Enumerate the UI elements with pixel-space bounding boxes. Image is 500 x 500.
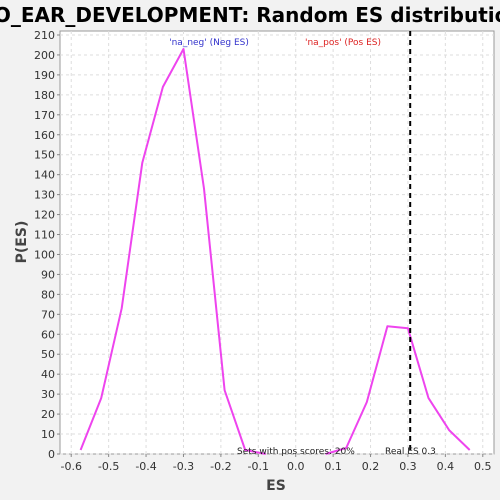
y-tick-label: 140 [34, 169, 55, 182]
y-axis-label: P(ES) [14, 221, 30, 264]
x-tick-label: -0.1 [248, 460, 269, 473]
x-tick-label: 0.3 [399, 460, 417, 473]
y-tick-label: 60 [41, 328, 55, 341]
y-tick-label: 90 [41, 268, 55, 281]
y-tick-label: 20 [41, 408, 55, 421]
y-tick-label: 170 [34, 109, 55, 122]
legend-neg-es: 'na_neg' (Neg ES) [169, 38, 249, 48]
x-tick-label: -0.2 [210, 460, 231, 473]
x-tick-label: -0.3 [173, 460, 194, 473]
x-tick-label: -0.4 [135, 460, 156, 473]
plot-area [59, 30, 495, 455]
y-tick-label: 40 [41, 368, 55, 381]
x-tick-label: 0.0 [287, 460, 305, 473]
grid [60, 31, 494, 455]
x-tick-label: -0.6 [60, 460, 81, 473]
y-tick-label: 110 [34, 229, 55, 242]
x-tick-label: 0.4 [437, 460, 455, 473]
x-tick-label: 0.5 [474, 460, 492, 473]
x-axis-ticks: -0.6 -0.5 -0.4 -0.3 -0.2 -0.1 0.0 0.1 0.2 0.3 0.4 0… [60, 454, 492, 473]
y-tick-label: 200 [34, 49, 55, 62]
y-tick-label: 150 [34, 149, 55, 162]
y-tick-label: 0 [48, 448, 55, 461]
y-tick-label: 50 [41, 348, 55, 361]
y-tick-label: 120 [34, 209, 55, 222]
y-tick-label: 160 [34, 129, 55, 142]
x-tick-label: -0.5 [98, 460, 119, 473]
pos-scores-annotation: Sets with pos scores: 20% [237, 447, 355, 457]
y-tick-label: 100 [34, 248, 55, 261]
y-tick-label: 70 [41, 308, 55, 321]
x-tick-label: 0.2 [362, 460, 380, 473]
x-tick-label: 0.1 [324, 460, 342, 473]
series-layer [79, 48, 471, 455]
y-tick-label: 210 [34, 29, 55, 42]
y-tick-label: 30 [41, 388, 55, 401]
series-line-0 [79, 48, 266, 455]
y-tick-label: 10 [41, 428, 55, 441]
x-axis-label: ES [266, 478, 286, 494]
y-tick-label: 190 [34, 69, 55, 82]
real-es-label: Real ES 0.3 [385, 447, 436, 457]
legend-pos-es: 'na_pos' (Pos ES) [305, 38, 381, 48]
y-axis-ticks: 0 10 20 30 40 50 60 70 80 90 100 110 120 130 140 150 160… [34, 29, 60, 461]
y-tick-label: 80 [41, 288, 55, 301]
y-tick-label: 130 [34, 189, 55, 202]
y-tick-label: 180 [34, 89, 55, 102]
chart-title: GO_EAR_DEVELOPMENT: Random ES distributi… [0, 3, 500, 27]
series-line-1 [325, 325, 471, 455]
